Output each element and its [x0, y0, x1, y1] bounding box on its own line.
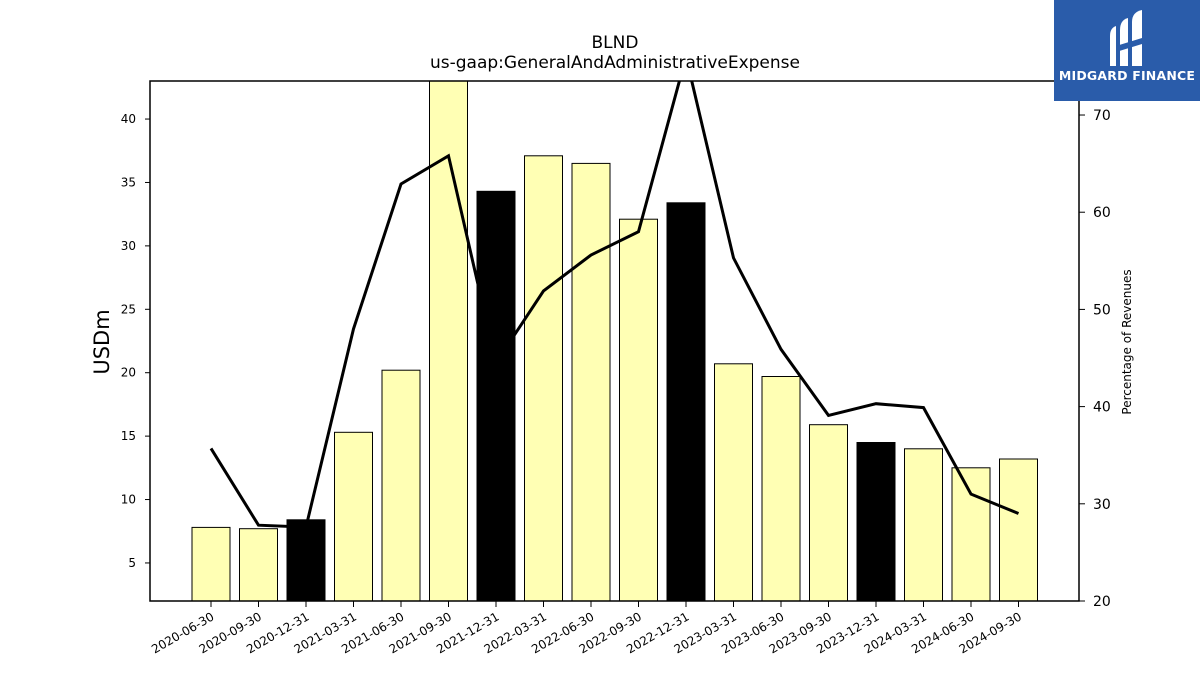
y2-tick-label: 60	[1093, 205, 1111, 221]
logo-text: MIDGARD FINANCE	[1058, 68, 1196, 83]
bar-2023-06-30	[761, 376, 801, 601]
bar-2022-06-30	[571, 162, 611, 601]
y-tick-label: 35	[121, 175, 136, 189]
y-tick-label: 5	[128, 556, 136, 570]
bar-2023-12-31	[856, 442, 896, 601]
bar-2020-09-30	[239, 528, 278, 601]
y-tick-label: 15	[121, 429, 136, 443]
bar-2022-03-31	[524, 155, 563, 601]
bar-2020-12-31	[286, 519, 326, 601]
bar-2022-12-31	[666, 202, 706, 601]
plot-frame	[149, 80, 1080, 602]
y-axis-right: 20 30 40 50 60 70	[1079, 108, 1111, 610]
line-group	[209, 81, 1020, 529]
y-axis-left: 5 10 15 20 25 30 35 40	[121, 112, 150, 570]
chart-subtitle: us-gaap:GeneralAndAdministrativeExpense	[430, 53, 800, 73]
bar-2024-09-30	[999, 458, 1038, 601]
y-tick-label: 30	[121, 239, 136, 253]
y-tick-label: 20	[121, 366, 136, 380]
y-axis-label-right: Percentage of Revenues	[1120, 269, 1134, 414]
y2-tick-label: 20	[1093, 594, 1111, 610]
y-tick-label: 10	[121, 493, 136, 507]
y2-tick-label: 30	[1093, 497, 1111, 513]
y2-tick-label: 50	[1093, 302, 1111, 318]
y-tick-label: 25	[121, 302, 136, 316]
bar-2021-03-31	[334, 431, 373, 601]
bar-2024-03-31	[904, 448, 943, 601]
bar-2022-09-30	[619, 218, 658, 601]
chart-title: BLND	[592, 33, 639, 53]
bar-2021-12-31	[476, 190, 516, 601]
y2-tick-label: 40	[1093, 400, 1111, 416]
bar-2024-06-30	[951, 467, 991, 601]
bars-group	[191, 81, 1038, 601]
x-axis: 2020-06-302020-09-302020-12-312021-03-31…	[149, 601, 1024, 656]
y-axis-label-left: USDm	[90, 309, 114, 374]
bar-2021-06-30	[381, 369, 421, 601]
y-tick-label: 40	[121, 112, 136, 126]
bar-2020-06-30	[191, 526, 231, 601]
bar-2023-03-31	[714, 363, 753, 601]
bar-2023-09-30	[809, 424, 848, 601]
y2-tick-label: 70	[1093, 108, 1111, 124]
midgard-logo-icon	[1110, 10, 1142, 66]
brand-logo: MIDGARD FINANCE	[1054, 0, 1200, 101]
bar-2021-09-30	[429, 81, 468, 601]
line-series	[209, 81, 1020, 529]
